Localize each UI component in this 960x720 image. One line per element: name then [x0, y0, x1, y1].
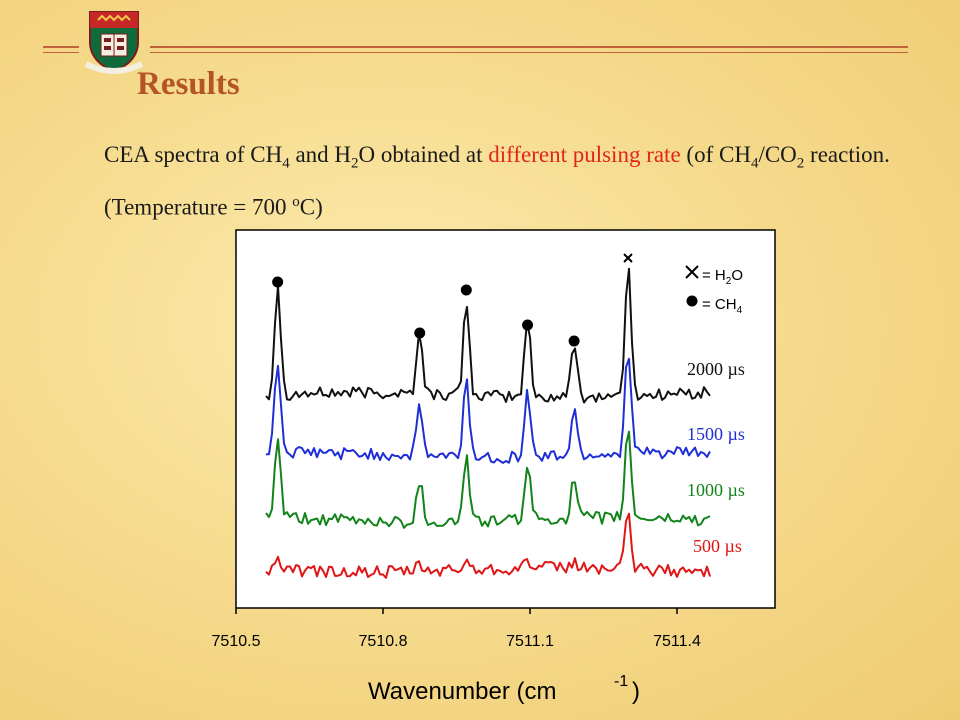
ch4-peak-marker [460, 284, 472, 296]
subtitle-subscript-4: 2 [796, 155, 805, 172]
subtitle-text-6: reaction. (Temperature = 700 [104, 142, 890, 220]
header-rule-left [43, 46, 79, 48]
series-labels: 2000 µs 1500 µs 1000 µs 500 µs [687, 359, 745, 556]
series-line-3 [265, 512, 711, 579]
subtitle-subscript-1: 4 [282, 155, 290, 172]
x-tick-label: 7511.4 [653, 633, 701, 650]
x-tick-label: 7510.5 [212, 633, 261, 650]
series-line-2 [265, 430, 711, 529]
ch4-peak-marker [414, 327, 426, 339]
ch4-peak-marker [272, 276, 284, 288]
subtitle-superscript-1: o [292, 193, 300, 210]
subtitle-text-2: and H [289, 142, 352, 167]
legend-dot-icon [686, 295, 698, 307]
header-rule-left-thin [43, 52, 79, 53]
series-line-0 [265, 267, 711, 404]
subtitle-subscript-2: 2 [351, 155, 359, 172]
subtitle-text-7: C) [299, 194, 323, 220]
ch4-peak-marker [568, 335, 580, 347]
university-crest-logo [84, 11, 144, 74]
x-axis-title-superscript: -1 [614, 673, 628, 690]
slide-subtitle: CEA spectra of CH4 and H2O obtained at d… [104, 136, 904, 226]
chart-legend: = H2O = CH4 [685, 265, 743, 316]
header-rule-right-thin [150, 52, 908, 53]
x-tick-label: 7510.8 [359, 633, 408, 650]
legend-label-tail: O [731, 267, 743, 284]
x-axis-title: Wavenumber (cm [368, 678, 556, 705]
subtitle-subscript-3: 4 [750, 155, 759, 172]
x-axis-title-close: ) [632, 678, 640, 705]
peak-markers [272, 253, 633, 347]
legend-cross-icon [685, 265, 699, 279]
page-title: Results [137, 66, 240, 102]
series-line-1 [265, 357, 711, 464]
h2o-peak-marker [623, 253, 633, 263]
legend-label-subscript: 4 [737, 305, 743, 316]
series-label: 500 µs [693, 536, 742, 556]
subtitle-text-1: CEA spectra of CH [104, 142, 283, 167]
legend-label-subscript: 2 [726, 276, 732, 287]
plot-area [235, 229, 776, 609]
series-label: 2000 µs [687, 359, 745, 379]
ch4-peak-marker [522, 319, 534, 331]
x-axis: 7510.5 7510.8 7511.1 7511.4 [212, 608, 701, 650]
series-label: 1500 µs [687, 424, 745, 444]
series-label: 1000 µs [687, 480, 745, 500]
subtitle-text-3: O obtained at [358, 142, 489, 167]
subtitle-highlight: different pulsing rate [488, 142, 681, 167]
header-rule-right [150, 46, 908, 48]
subtitle-text-4: (of CH [680, 142, 751, 167]
spectra-traces [265, 267, 711, 579]
legend-label: = H2O [702, 267, 743, 287]
legend-label: = CH4 [702, 296, 743, 316]
subtitle-text-5: /CO [758, 142, 797, 167]
x-tick-label: 7511.1 [506, 633, 554, 650]
